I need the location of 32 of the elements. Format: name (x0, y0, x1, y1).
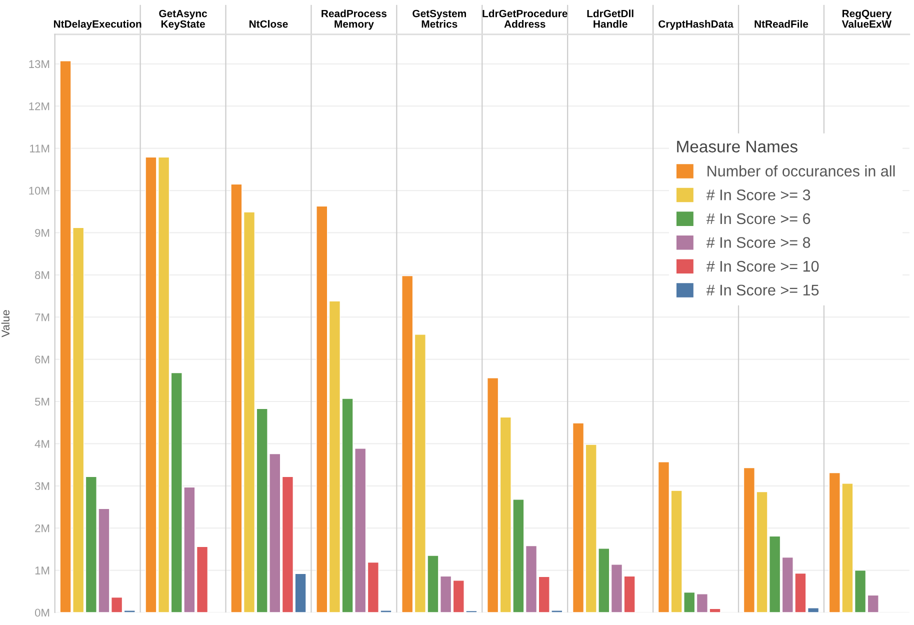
y-tick-label: 10M (29, 186, 50, 195)
x-tick-label: NtClose (250, 20, 288, 28)
y-tick-label: 7M (35, 313, 50, 322)
legend-label: Number of occurances in all (708, 165, 895, 177)
y-tick-label: 6M (35, 356, 50, 364)
legend-label: # In Score >= 10 (706, 260, 819, 272)
x-tick-label: RegQuery ValueExW (842, 10, 892, 28)
y-tick-label: 9M (35, 228, 50, 237)
x-tick-label: GetSystem Metrics (412, 10, 466, 28)
x-tick-label: NtDelayExecution (54, 20, 142, 30)
legend-title: Measure Names (677, 140, 798, 152)
x-tick-label: LdrGetDll Handle (587, 10, 634, 28)
x-tick-label: LdrGetProcedure Address (482, 10, 568, 28)
y-tick-label: 13M (29, 60, 50, 68)
legend-label: # In Score >= 15 (706, 284, 819, 296)
legend-label: # In Score >= 3 (706, 190, 810, 200)
y-tick-label: 11M (30, 144, 50, 152)
y-tick-label: 0M (34, 608, 50, 617)
y-tick-label: 2M (35, 524, 50, 532)
x-tick-label: CryptHashData (658, 20, 734, 30)
y-tick-label: 4M (34, 440, 50, 448)
x-tick-label: GetAsync KeyState (159, 10, 208, 30)
legend-label: # In Score >= 6 (706, 213, 810, 224)
x-tick-label: ReadProcess Memory (322, 10, 387, 30)
y-axis-title: Value (1, 310, 10, 338)
legend-label: # In Score >= 8 (706, 237, 810, 248)
y-tick-label: 1M (35, 566, 50, 574)
x-tick-label: NtReadFile (754, 20, 808, 28)
y-tick-label: 5M (34, 398, 50, 406)
y-tick-label: 12M (29, 102, 50, 110)
y-tick-label: 8M (35, 271, 50, 280)
y-tick-label: 3M (34, 482, 50, 490)
